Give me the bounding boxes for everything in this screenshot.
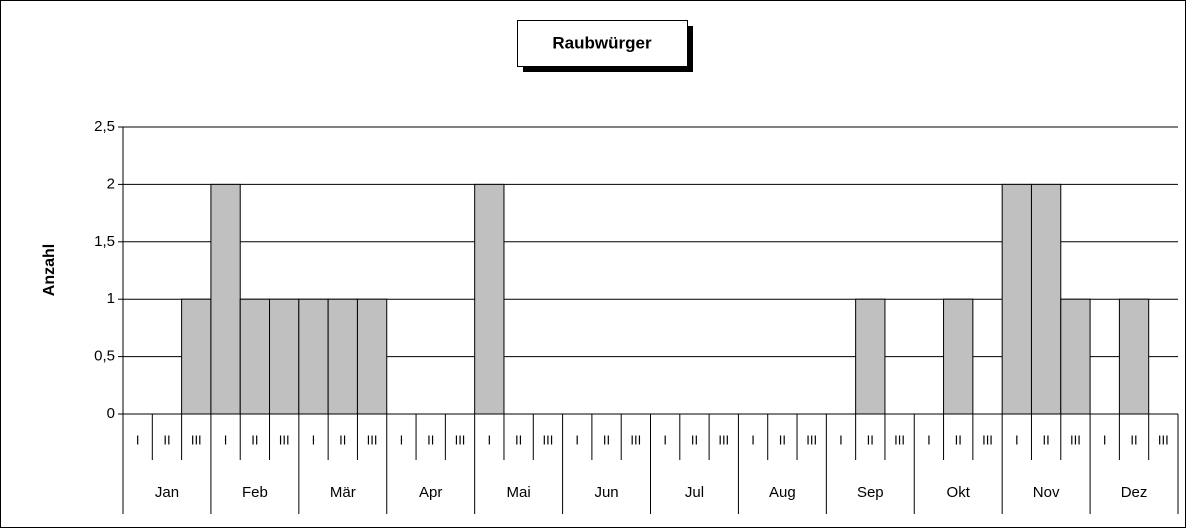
x-group-label: Jul xyxy=(685,484,704,501)
x-tick-label: III xyxy=(1070,432,1081,447)
x-tick-label: III xyxy=(630,432,641,447)
bar xyxy=(855,298,886,415)
x-tick-label: I xyxy=(839,432,843,447)
x-tick-label: III xyxy=(543,432,554,447)
x-tick-label: III xyxy=(806,432,817,447)
x-tick-label: I xyxy=(1015,432,1019,447)
y-tick-label: 0,5 xyxy=(94,348,115,365)
x-group-label: Mai xyxy=(507,484,531,501)
x-tick-label: III xyxy=(718,432,729,447)
x-tick-label: I xyxy=(312,432,316,447)
x-tick-label: II xyxy=(603,432,610,447)
x-tick-label: III xyxy=(191,432,202,447)
x-group-label: Apr xyxy=(419,484,442,501)
x-tick-label: II xyxy=(955,432,962,447)
x-tick-label: II xyxy=(1130,432,1137,447)
x-tick-label: I xyxy=(488,432,492,447)
chart-title: Raubwürger xyxy=(552,33,652,52)
bar xyxy=(181,298,212,415)
x-tick-label: II xyxy=(867,432,874,447)
y-tick-label: 0 xyxy=(107,405,115,422)
bar xyxy=(210,183,241,415)
y-tick-label: 2 xyxy=(107,175,115,192)
x-tick-label: II xyxy=(339,432,346,447)
x-tick-label: III xyxy=(982,432,993,447)
x-tick-label: II xyxy=(163,432,170,447)
x-tick-label: I xyxy=(751,432,755,447)
bar xyxy=(327,298,358,415)
x-tick-label: I xyxy=(663,432,667,447)
x-tick-label: I xyxy=(224,432,228,447)
x-group-label: Aug xyxy=(769,484,796,501)
bar xyxy=(298,298,329,415)
x-tick-label: II xyxy=(1043,432,1050,447)
bar xyxy=(1060,298,1091,415)
x-tick-label: III xyxy=(279,432,290,447)
bar xyxy=(1030,183,1062,415)
y-tick-label: 1 xyxy=(107,290,115,307)
y-tick-label: 2,5 xyxy=(94,118,115,135)
x-tick-label: I xyxy=(1103,432,1107,447)
x-tick-label: II xyxy=(779,432,786,447)
x-tick-label: II xyxy=(427,432,434,447)
x-group-label: Mär xyxy=(330,484,356,501)
x-tick-label: III xyxy=(1158,432,1169,447)
y-axis-label: Anzahl xyxy=(41,244,58,296)
x-tick-label: II xyxy=(251,432,258,447)
bar xyxy=(239,298,271,415)
x-tick-label: III xyxy=(367,432,378,447)
bar xyxy=(1001,183,1032,415)
bar xyxy=(269,298,300,415)
x-tick-label: I xyxy=(400,432,404,447)
x-group-label: Nov xyxy=(1033,484,1060,501)
bar xyxy=(474,183,505,415)
y-tick-label: 1,5 xyxy=(94,233,115,250)
bar xyxy=(943,298,974,415)
x-group-label: Okt xyxy=(947,484,971,501)
x-tick-label: III xyxy=(894,432,905,447)
x-group-label: Dez xyxy=(1121,484,1148,501)
title-box xyxy=(517,20,688,67)
x-tick-label: III xyxy=(455,432,466,447)
x-tick-label: I xyxy=(136,432,140,447)
x-tick-label: II xyxy=(515,432,522,447)
x-group-label: Jun xyxy=(594,484,618,501)
bar xyxy=(356,298,388,415)
x-tick-label: I xyxy=(575,432,579,447)
x-group-label: Feb xyxy=(242,484,268,501)
x-group-label: Sep xyxy=(857,484,884,501)
x-group-label: Jan xyxy=(155,484,179,501)
x-tick-label: II xyxy=(691,432,698,447)
bar xyxy=(1118,298,1150,415)
x-tick-label: I xyxy=(927,432,931,447)
